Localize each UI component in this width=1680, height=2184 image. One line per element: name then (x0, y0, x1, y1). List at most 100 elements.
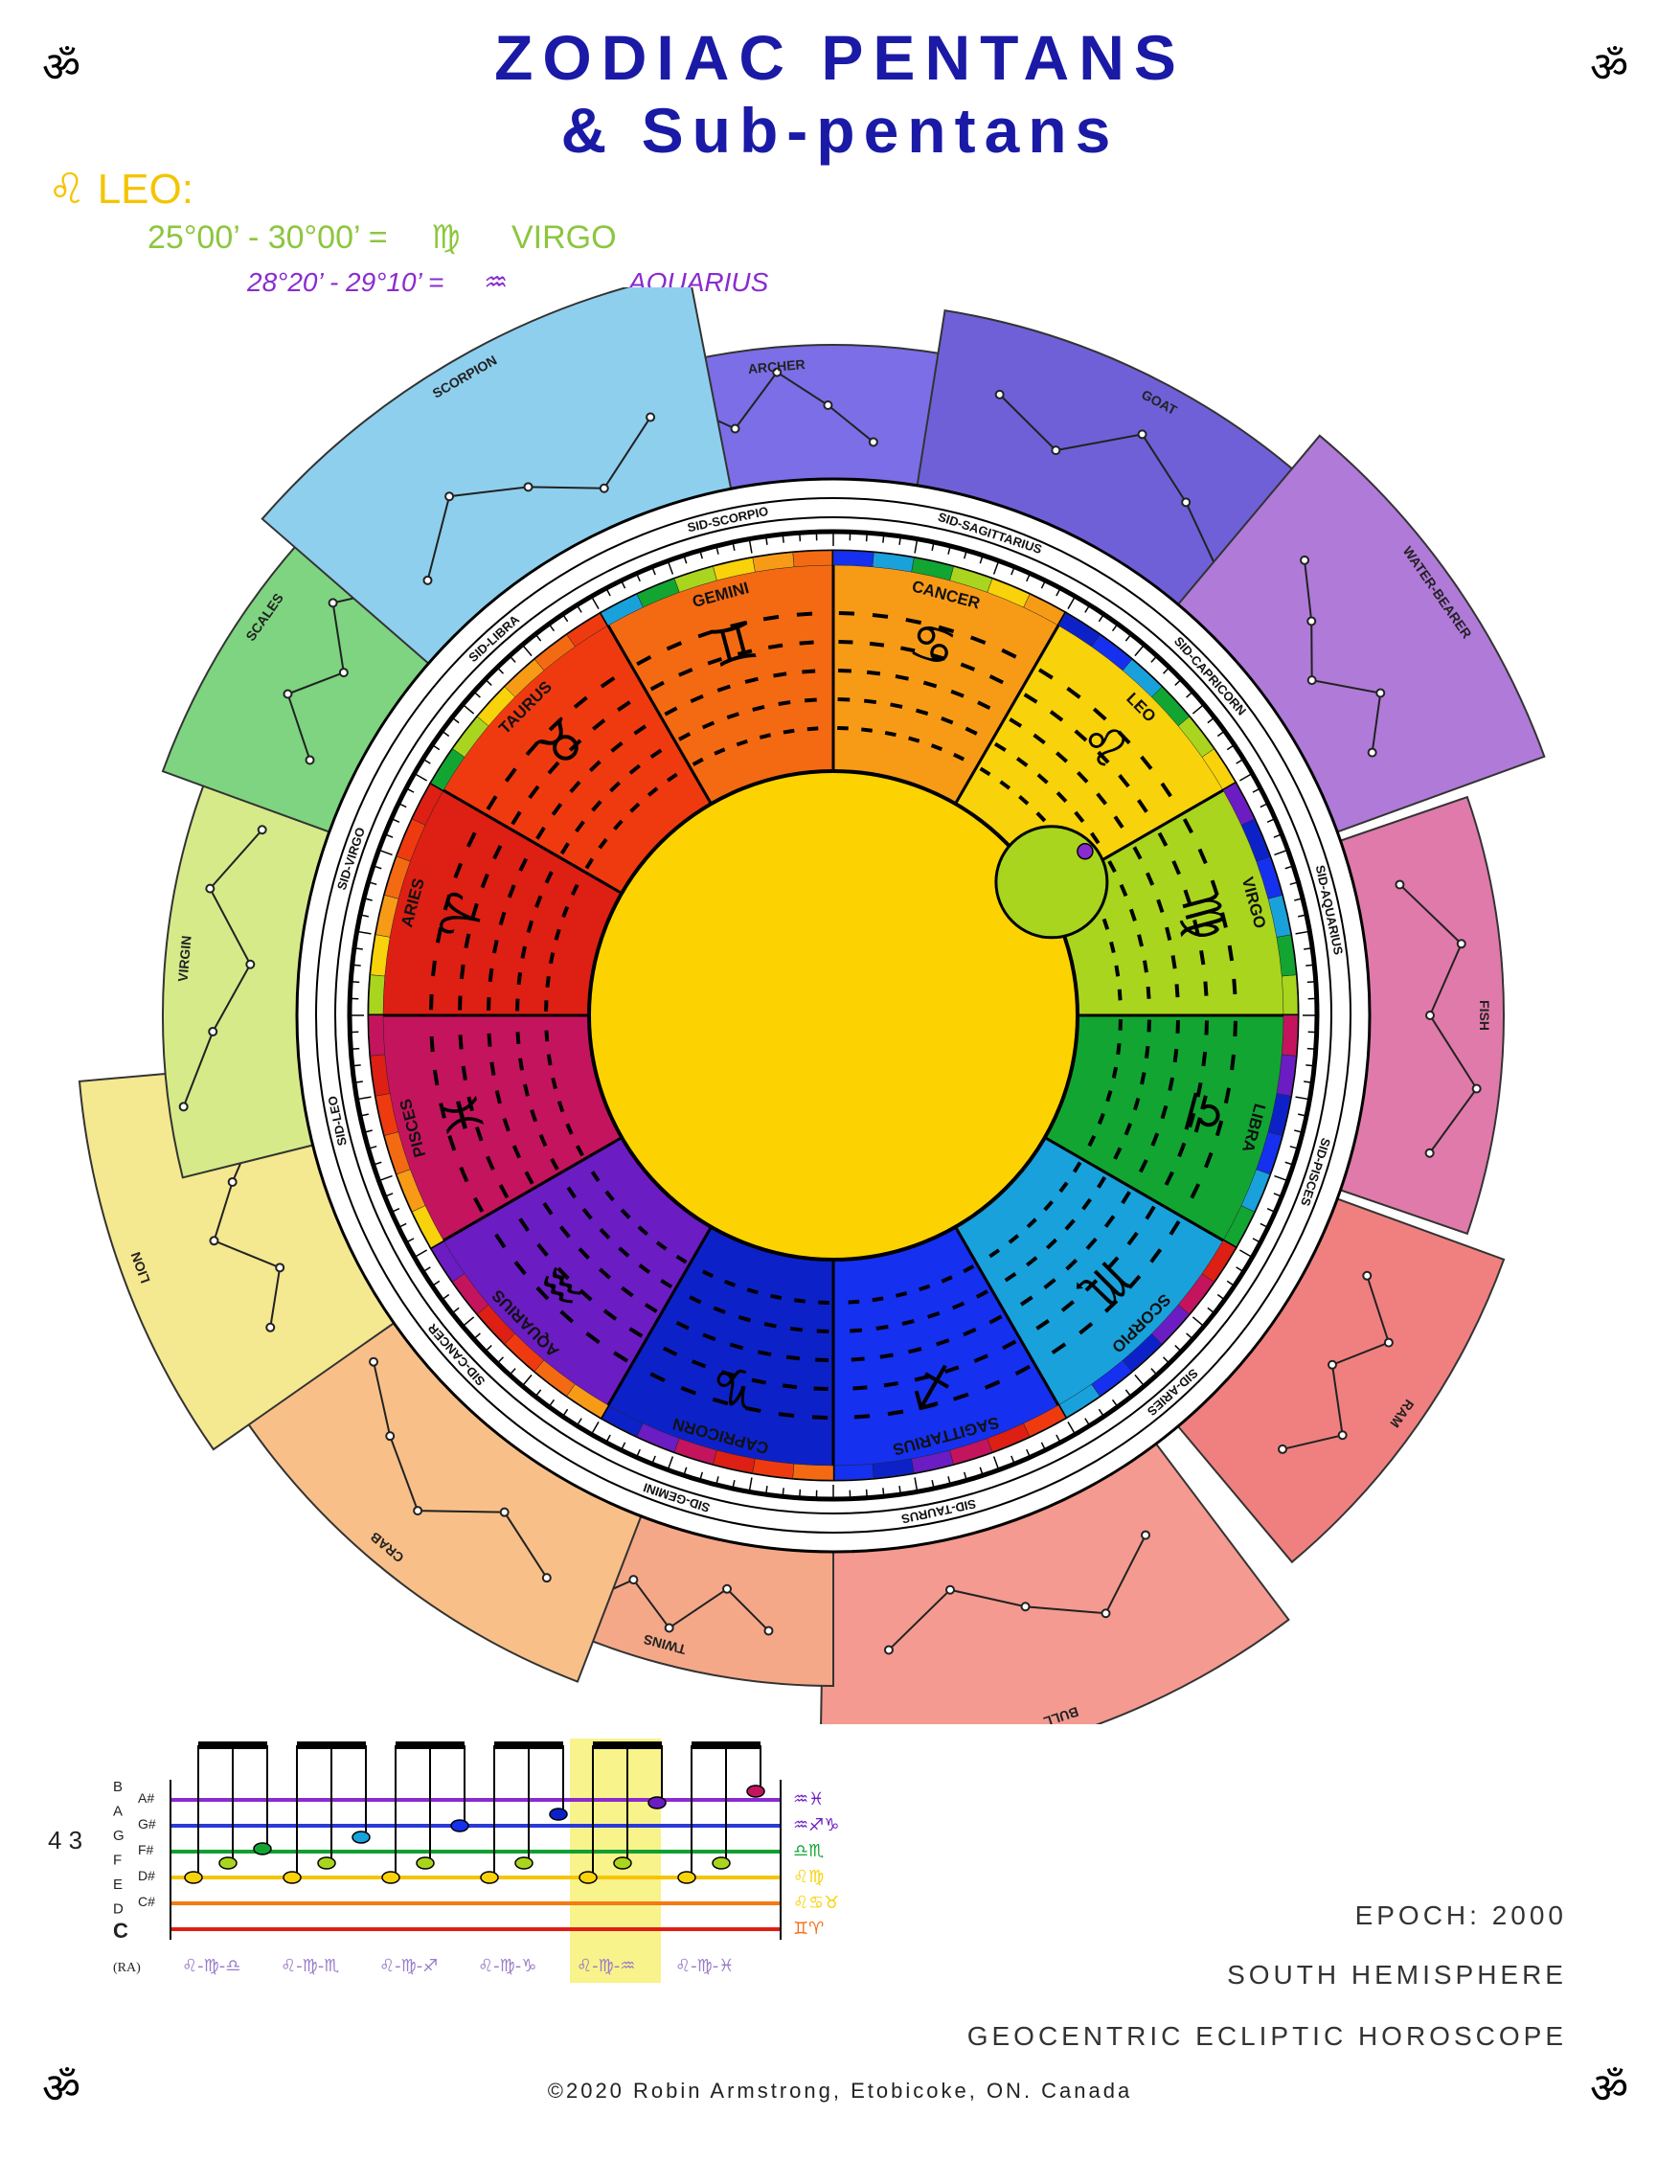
pentan-dash (895, 673, 909, 681)
note-head (579, 1871, 598, 1884)
pentan-dash (518, 1058, 524, 1071)
degree-tick (732, 541, 736, 551)
constellation-star (883, 1645, 894, 1655)
degree-tick (414, 772, 428, 782)
degree-tick (1026, 1448, 1032, 1458)
pentan-dash (1160, 1104, 1169, 1120)
right-glyph-row: ♊♈ (793, 1919, 824, 1939)
degree-tick (1274, 1174, 1288, 1182)
note-letter: C (113, 1919, 128, 1943)
pentan-dash (486, 1155, 495, 1171)
degree-tick (764, 535, 768, 545)
constellation-star (208, 1026, 218, 1036)
pentan-dash (716, 684, 731, 693)
pentan-dash (556, 1101, 565, 1113)
degree-tick (496, 1356, 504, 1364)
pentan-dash (1105, 1090, 1113, 1103)
degree-tick (1306, 981, 1316, 984)
pentan-dash (1014, 1364, 1031, 1376)
note-head (613, 1856, 632, 1870)
pentan-dash (1117, 730, 1131, 745)
pentan-dash (984, 1379, 1001, 1390)
pentan-dash (439, 1103, 446, 1119)
pentan-dash (751, 1377, 766, 1385)
horoscope-type-label: GEOCENTRIC ECLIPTIC HOROSCOPE (966, 2021, 1567, 2051)
constellation-label: FISH (1477, 1000, 1492, 1031)
pentan-dash (1137, 799, 1148, 813)
pentan-line: 25°00’ - 30°00’ = ♍ VIRGO (148, 218, 617, 257)
pentan-dash (649, 748, 663, 759)
pentan-dash (988, 674, 1004, 685)
pentan-dash (690, 694, 704, 703)
pentan-dash (507, 884, 516, 899)
pentan-dash (720, 1370, 737, 1378)
constellation-star (1137, 429, 1147, 440)
degree-tick (373, 865, 382, 870)
pentan-band (368, 974, 386, 1016)
pentan-dash (535, 1285, 550, 1301)
constellation-star (1383, 1337, 1394, 1348)
pentan-dash (1190, 1183, 1201, 1199)
degree-tick (1236, 758, 1244, 764)
pentan-dash (644, 1303, 658, 1313)
degree-tick (353, 946, 363, 950)
pentan-dash (901, 1319, 915, 1326)
pentan-dash (752, 705, 765, 712)
pentan-dash (1018, 795, 1030, 806)
pentan-dash (1168, 1077, 1175, 1091)
sign-layer (367, 549, 1300, 1482)
constellation-star (763, 1626, 774, 1636)
pentan-dash (963, 1328, 977, 1337)
pentan-dash (443, 894, 452, 911)
pentan-dash (1074, 810, 1085, 823)
pentan-dash (429, 993, 434, 1011)
pentan-dash (637, 1225, 648, 1236)
pentan-dash (664, 706, 678, 717)
pentan-dash (487, 1033, 492, 1047)
pentan-range: 25°00’ - 30°00’ = (148, 219, 388, 256)
degree-tick (898, 1486, 902, 1495)
note-head (677, 1871, 696, 1884)
degree-tick (431, 1280, 441, 1287)
degree-tick (442, 1293, 450, 1301)
constellation-star (1375, 688, 1386, 698)
pentan-dash (573, 695, 588, 709)
degree-tick (1124, 633, 1132, 642)
degree-tick (548, 1399, 556, 1407)
pentan-dash (559, 842, 570, 855)
degree-tick (963, 550, 967, 559)
leo-label: LEO: (97, 166, 193, 213)
constellation-star (499, 1507, 510, 1517)
pentan-dash (763, 1322, 777, 1329)
pentan-dash (429, 1035, 435, 1053)
degree-tick (1289, 881, 1299, 886)
pentan-dash (431, 960, 437, 977)
note-letter: E (113, 1877, 123, 1893)
constellation-star (1362, 1270, 1373, 1281)
degree-tick (576, 604, 582, 613)
pentan-dash (498, 911, 507, 926)
degree-tick (1289, 1145, 1299, 1149)
constellation-star (245, 959, 256, 969)
pentan-dash (1036, 773, 1049, 785)
pentan-dash (1150, 1132, 1160, 1147)
pentan-dash (875, 1325, 889, 1331)
aquarius-glyph: ♒ (484, 266, 509, 298)
pentan-dash (530, 1109, 538, 1123)
degree-tick (963, 1471, 967, 1481)
pentan-dash (895, 1291, 908, 1298)
pentan-band (832, 550, 874, 568)
pentan-dash (617, 700, 631, 712)
pentan-dash (773, 671, 787, 678)
pentan-dash (649, 680, 665, 692)
pentan-dash (1023, 693, 1038, 704)
pentan-dash (488, 967, 494, 983)
degree-tick (485, 678, 492, 686)
pentan-dash (975, 1289, 988, 1299)
pentan-dash (680, 1385, 697, 1396)
constellation-star (1337, 1430, 1348, 1441)
pentan-dash (638, 1263, 651, 1274)
pentan-dash (546, 1054, 553, 1066)
pentan-dash (633, 724, 647, 736)
